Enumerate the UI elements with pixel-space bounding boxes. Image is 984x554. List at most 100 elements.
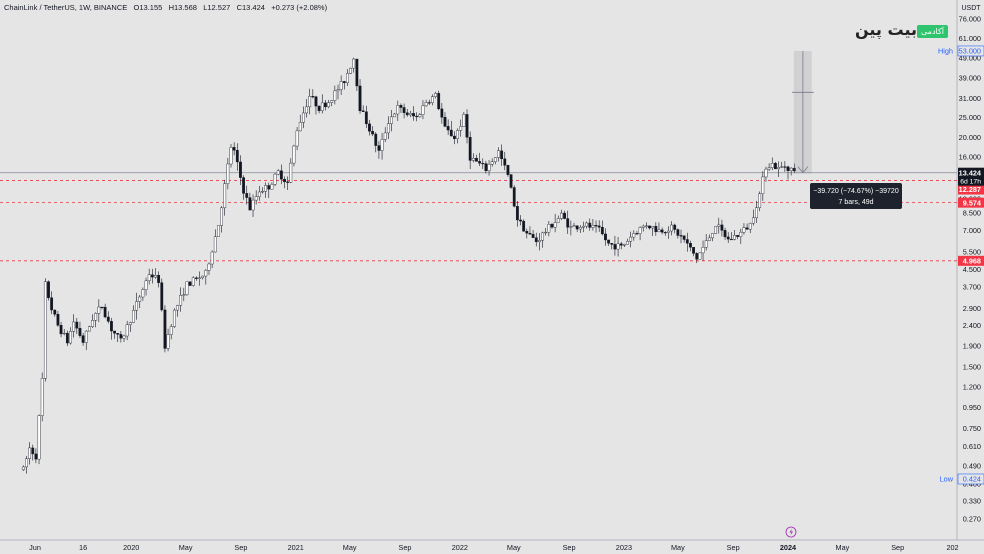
y-tick-label: 0.490 (963, 462, 981, 471)
candle (37, 414, 41, 465)
candle (745, 223, 749, 230)
candle (40, 372, 44, 422)
x-tick-label: Sep (727, 543, 740, 552)
candle (81, 333, 85, 346)
candle-body (213, 236, 217, 253)
candle (386, 116, 390, 140)
candle (396, 100, 400, 121)
candle-body (336, 89, 340, 92)
candle (465, 109, 469, 144)
candle (330, 99, 334, 107)
candle (157, 271, 161, 288)
candle (755, 200, 758, 223)
candle-body (777, 167, 780, 170)
candle-body (600, 227, 604, 235)
candle-body (663, 231, 667, 234)
candle-body (553, 222, 557, 228)
candle-body (726, 236, 730, 240)
candle (789, 167, 793, 176)
candle-body (626, 241, 629, 245)
level-tag-1-bg (958, 184, 984, 195)
candle-body (371, 131, 375, 135)
candle-body (538, 240, 541, 243)
candle-body (305, 106, 308, 114)
candle (619, 241, 623, 250)
candle (427, 99, 431, 106)
candle (47, 280, 50, 301)
candle-body (755, 207, 758, 219)
candle (25, 456, 28, 474)
candle-body (682, 235, 686, 240)
candle-body (692, 247, 695, 254)
candle-body (506, 165, 510, 175)
candle (761, 171, 765, 201)
candle (490, 158, 494, 167)
candle-body (421, 105, 425, 115)
candle (556, 215, 560, 223)
candle (122, 334, 126, 342)
candle (515, 200, 519, 227)
y-tick-label: 16.000 (959, 153, 981, 162)
candle-body (289, 162, 293, 183)
candle (667, 226, 670, 239)
candle-body (261, 191, 264, 193)
candle (679, 229, 683, 244)
candle-body (544, 231, 548, 234)
candle (777, 161, 780, 178)
candle-body (320, 102, 324, 111)
candle-body (201, 275, 205, 279)
candle (481, 158, 485, 170)
y-tick-label: 8.500 (963, 209, 981, 218)
candle-body (418, 114, 422, 118)
candle-body (560, 212, 563, 219)
candle (380, 132, 384, 160)
candle (311, 89, 315, 99)
candle-body (97, 306, 101, 314)
candle-body (122, 335, 126, 339)
candle-body (242, 177, 245, 194)
candle-body (739, 231, 743, 237)
candle-body (50, 297, 54, 311)
candle-body (69, 331, 72, 344)
candle-body (607, 239, 611, 244)
candle (729, 232, 733, 241)
candle-body (386, 123, 390, 134)
candle (135, 292, 138, 320)
y-tick-label: 5.500 (963, 247, 981, 256)
candle (393, 112, 397, 118)
candle-body (141, 289, 145, 298)
candle (317, 105, 321, 114)
candle-body (748, 222, 752, 230)
candle (459, 119, 463, 137)
candle (128, 321, 132, 332)
candle (276, 169, 280, 176)
candle-body (355, 58, 359, 87)
candle (440, 103, 444, 124)
candle (626, 238, 629, 245)
legend-symbol[interactable]: ChainLink / TetherUS, 1W, BINANCE (4, 3, 128, 12)
candle (560, 209, 563, 221)
candle-body (500, 150, 504, 160)
candle-body (56, 314, 60, 326)
candle (88, 325, 91, 332)
candle (194, 276, 198, 281)
candle (726, 232, 730, 244)
candle-body (792, 167, 796, 172)
candle (751, 209, 755, 226)
candle-body (179, 295, 183, 306)
candle (232, 142, 236, 156)
candle-body (59, 325, 63, 335)
candle-body (704, 240, 708, 248)
candle-body (619, 243, 623, 246)
candle-body (342, 81, 346, 84)
x-tick-label: May (835, 543, 849, 552)
candle-body (251, 199, 255, 211)
candle-body (154, 275, 157, 278)
candle-body (550, 224, 554, 228)
x-tick-label: Sep (563, 543, 576, 552)
candle-body (648, 225, 651, 229)
candle (733, 229, 736, 241)
candle-body (676, 229, 680, 236)
candle (166, 328, 170, 352)
